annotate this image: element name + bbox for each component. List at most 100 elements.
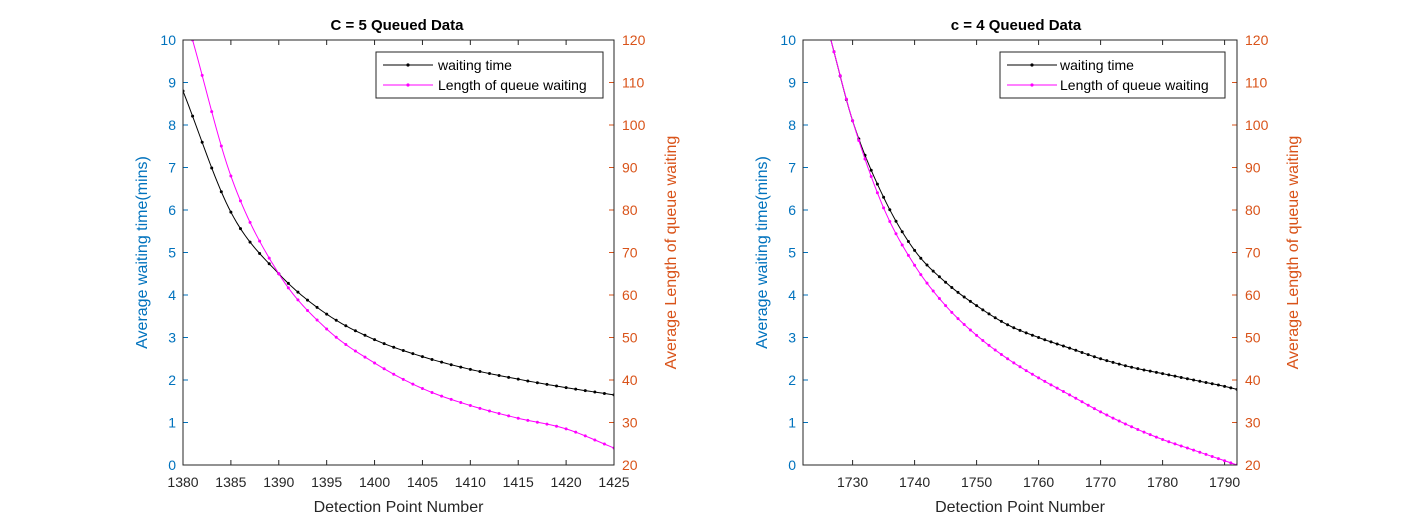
legend-marker-queue xyxy=(406,83,410,87)
data-point xyxy=(931,289,935,293)
left-y-tick-label: 0 xyxy=(168,457,176,473)
data-point xyxy=(229,174,233,178)
data-point xyxy=(602,442,606,446)
data-point xyxy=(1018,365,1022,369)
left-y-ticks: 0 1 2 3 4 5 6 7 8 9 10 xyxy=(780,32,808,473)
data-point xyxy=(449,397,453,401)
data-point xyxy=(468,367,472,371)
data-point xyxy=(1111,416,1115,420)
data-point xyxy=(420,355,424,359)
left-y-tick-label: 10 xyxy=(160,32,176,48)
data-point xyxy=(906,253,910,257)
data-point xyxy=(1018,328,1022,332)
data-point xyxy=(1161,438,1165,441)
data-point xyxy=(526,379,530,383)
right-y-tick-label: 80 xyxy=(622,202,638,218)
x-tick-label: 1780 xyxy=(1147,474,1178,490)
data-point xyxy=(583,434,587,438)
data-point xyxy=(315,305,319,309)
left-y-ticks: 0 1 2 3 4 5 6 7 8 9 10 xyxy=(160,32,188,473)
data-point xyxy=(1192,378,1196,382)
series-line xyxy=(183,90,614,396)
data-point xyxy=(1198,379,1202,383)
x-ticks: 1380 1385 1390 1395 1400 1405 1410 1415 1420 1425 xyxy=(167,40,630,490)
data-point xyxy=(1216,383,1220,387)
data-point xyxy=(1049,340,1053,344)
data-point xyxy=(191,114,195,118)
data-point xyxy=(1092,355,1096,359)
right-y-tick-label: 100 xyxy=(1245,117,1269,133)
data-point xyxy=(555,424,559,428)
data-point xyxy=(306,298,310,302)
left-y-tick-label: 0 xyxy=(788,457,796,473)
legend-label-waiting: waiting time xyxy=(437,57,512,73)
data-point xyxy=(1105,359,1109,363)
data-point xyxy=(863,157,867,161)
data-point xyxy=(851,119,855,123)
legend-marker-waiting xyxy=(406,63,410,67)
left-y-tick-label: 1 xyxy=(168,415,176,431)
data-point xyxy=(1229,386,1233,390)
series-queue-length xyxy=(191,40,614,450)
data-point xyxy=(1210,382,1214,386)
data-point xyxy=(1049,383,1053,387)
data-point xyxy=(1204,381,1208,384)
right-y-axis-label: Average Length of queue waiting xyxy=(663,136,680,370)
data-point xyxy=(1055,342,1059,346)
data-point xyxy=(411,382,415,386)
right-y-tick-label: 110 xyxy=(622,75,645,91)
data-point xyxy=(392,345,396,349)
right-y-tick-label: 50 xyxy=(622,330,638,346)
data-point xyxy=(1192,448,1196,452)
data-point xyxy=(334,318,338,322)
data-point xyxy=(1068,393,1072,397)
series-layer xyxy=(183,40,614,450)
data-point xyxy=(325,312,329,316)
left-y-tick-label: 8 xyxy=(788,117,796,133)
data-point xyxy=(1123,422,1127,426)
data-point xyxy=(392,372,396,376)
left-y-tick-label: 2 xyxy=(788,372,796,388)
data-point xyxy=(1167,373,1171,377)
data-point xyxy=(1117,419,1121,423)
data-point xyxy=(373,338,377,342)
data-point xyxy=(564,386,568,390)
data-point xyxy=(1061,390,1065,394)
data-point xyxy=(363,333,367,337)
data-point xyxy=(1130,425,1134,429)
data-point xyxy=(999,352,1003,356)
legend-label-waiting: waiting time xyxy=(1059,57,1134,73)
chart-title: c = 4 Queued Data xyxy=(951,17,1082,34)
data-point xyxy=(574,430,578,434)
data-point xyxy=(286,286,290,290)
x-tick-label: 1760 xyxy=(1023,474,1054,490)
data-point xyxy=(1216,457,1220,461)
data-point xyxy=(1055,386,1059,390)
data-point xyxy=(535,420,539,424)
series-layer xyxy=(830,40,1237,465)
data-point xyxy=(516,416,520,420)
data-point xyxy=(420,387,424,390)
data-point xyxy=(1142,368,1146,372)
data-point xyxy=(937,297,941,300)
data-point xyxy=(487,409,491,413)
data-point xyxy=(882,206,886,210)
data-point xyxy=(459,401,463,405)
data-point xyxy=(200,73,204,77)
data-point xyxy=(248,240,252,244)
data-point xyxy=(999,319,1003,323)
data-point xyxy=(838,74,842,78)
chart-c5: C = 5 Queued Data 1380 1385 1390 1395 1400 14… xyxy=(134,17,680,516)
data-point xyxy=(258,251,262,255)
data-point xyxy=(832,50,836,54)
left-y-tick-label: 7 xyxy=(168,160,176,176)
data-point xyxy=(363,355,367,359)
data-point xyxy=(875,191,879,195)
legend-box xyxy=(999,51,1226,99)
data-point xyxy=(507,414,511,418)
data-point xyxy=(267,262,271,266)
right-y-tick-label: 120 xyxy=(622,32,646,48)
data-point xyxy=(875,182,879,186)
data-point xyxy=(238,199,242,203)
